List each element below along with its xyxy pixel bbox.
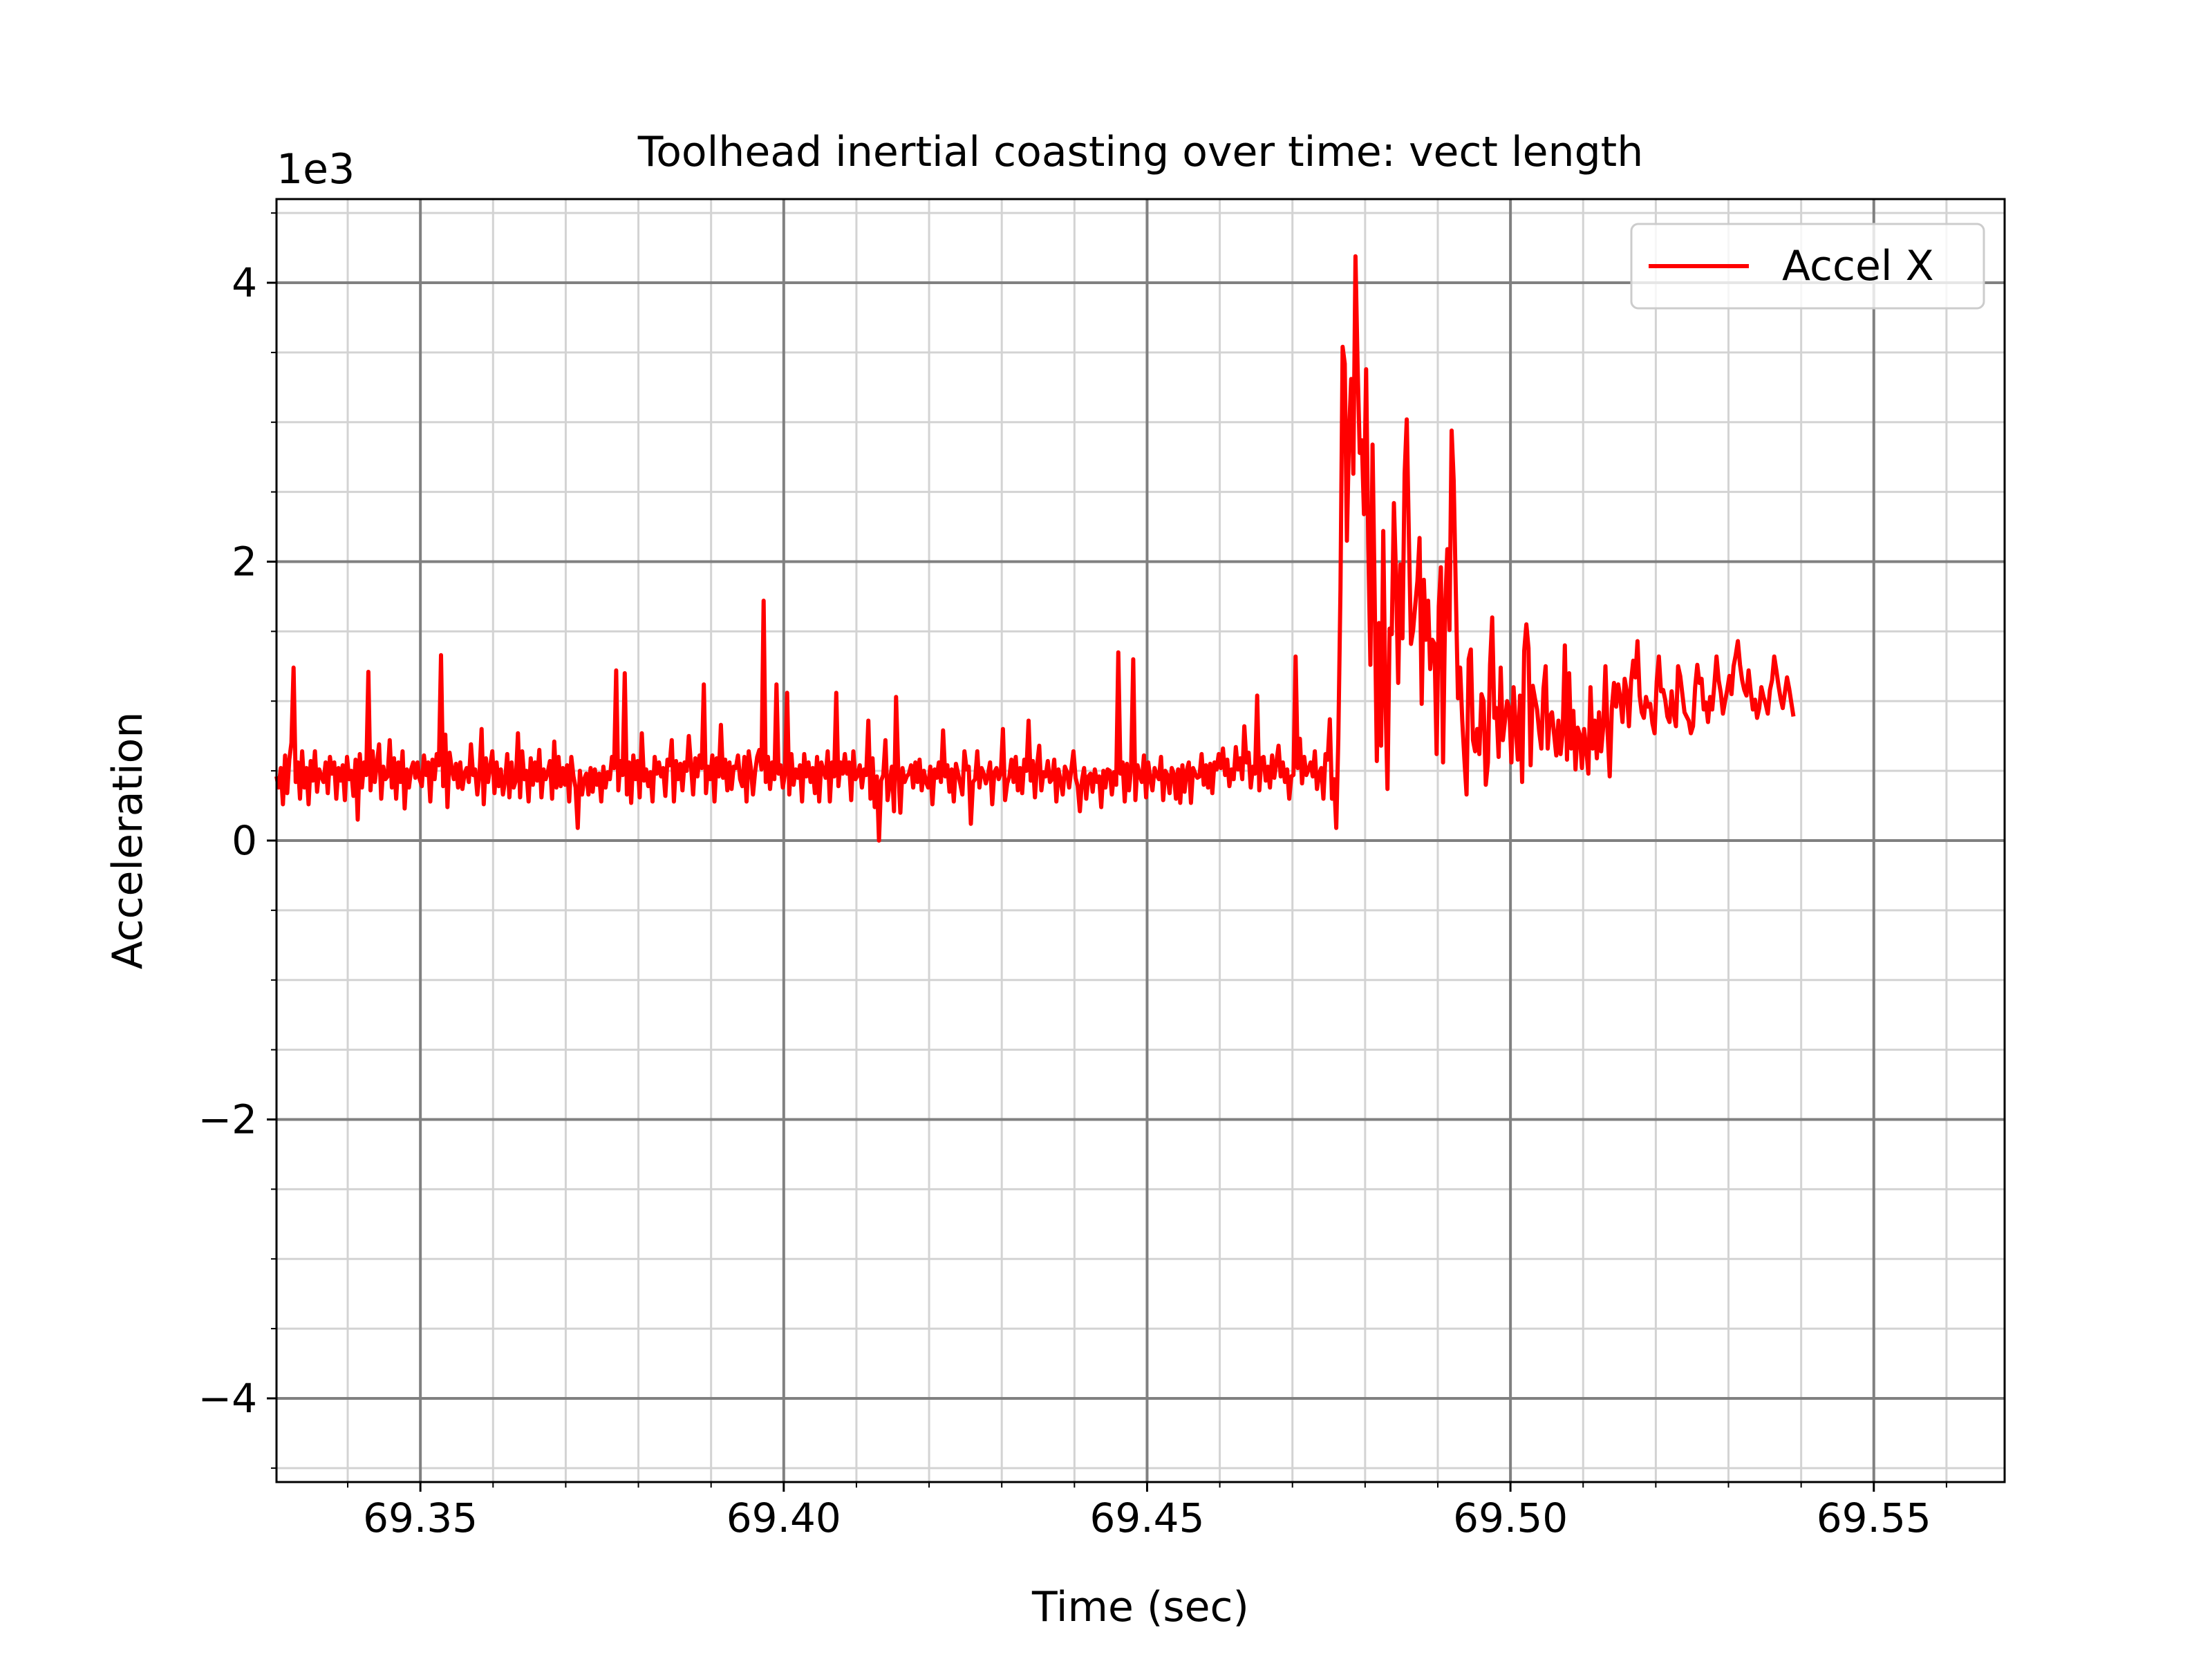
y-tick-label: 4 — [232, 259, 257, 306]
y-tick-label: −2 — [198, 1096, 258, 1143]
ticks-layer — [267, 212, 1947, 1492]
y-tick-label: −4 — [198, 1375, 258, 1422]
legend-box — [1630, 223, 1985, 310]
x-tick-label: 69.55 — [1817, 1494, 1931, 1541]
x-tick-label: 69.50 — [1453, 1494, 1568, 1541]
series-line-accel-x — [274, 254, 1796, 843]
chart-title: Toolhead inertial coasting over time: ve… — [637, 128, 1643, 176]
x-tick-label: 69.40 — [727, 1494, 841, 1541]
tick-labels-layer: 69.35 69.40 69.45 69.50 69.55 −4 −2 0 2 4 — [198, 259, 1931, 1541]
legend-label-accel-x: Accel X — [1782, 242, 1934, 290]
x-axis-label: Time (sec) — [1031, 1583, 1249, 1631]
series-layer — [274, 254, 1796, 843]
x-tick-label: 69.35 — [363, 1494, 478, 1541]
major-grid — [276, 199, 2005, 1482]
x-tick-label: 69.45 — [1089, 1494, 1204, 1541]
y-offset-label: 1e3 — [276, 145, 355, 194]
y-axis-label: Acceleration — [104, 712, 152, 970]
y-tick-label: 0 — [232, 817, 257, 864]
y-tick-label: 2 — [232, 538, 257, 585]
legend: Accel X — [1630, 223, 1985, 310]
